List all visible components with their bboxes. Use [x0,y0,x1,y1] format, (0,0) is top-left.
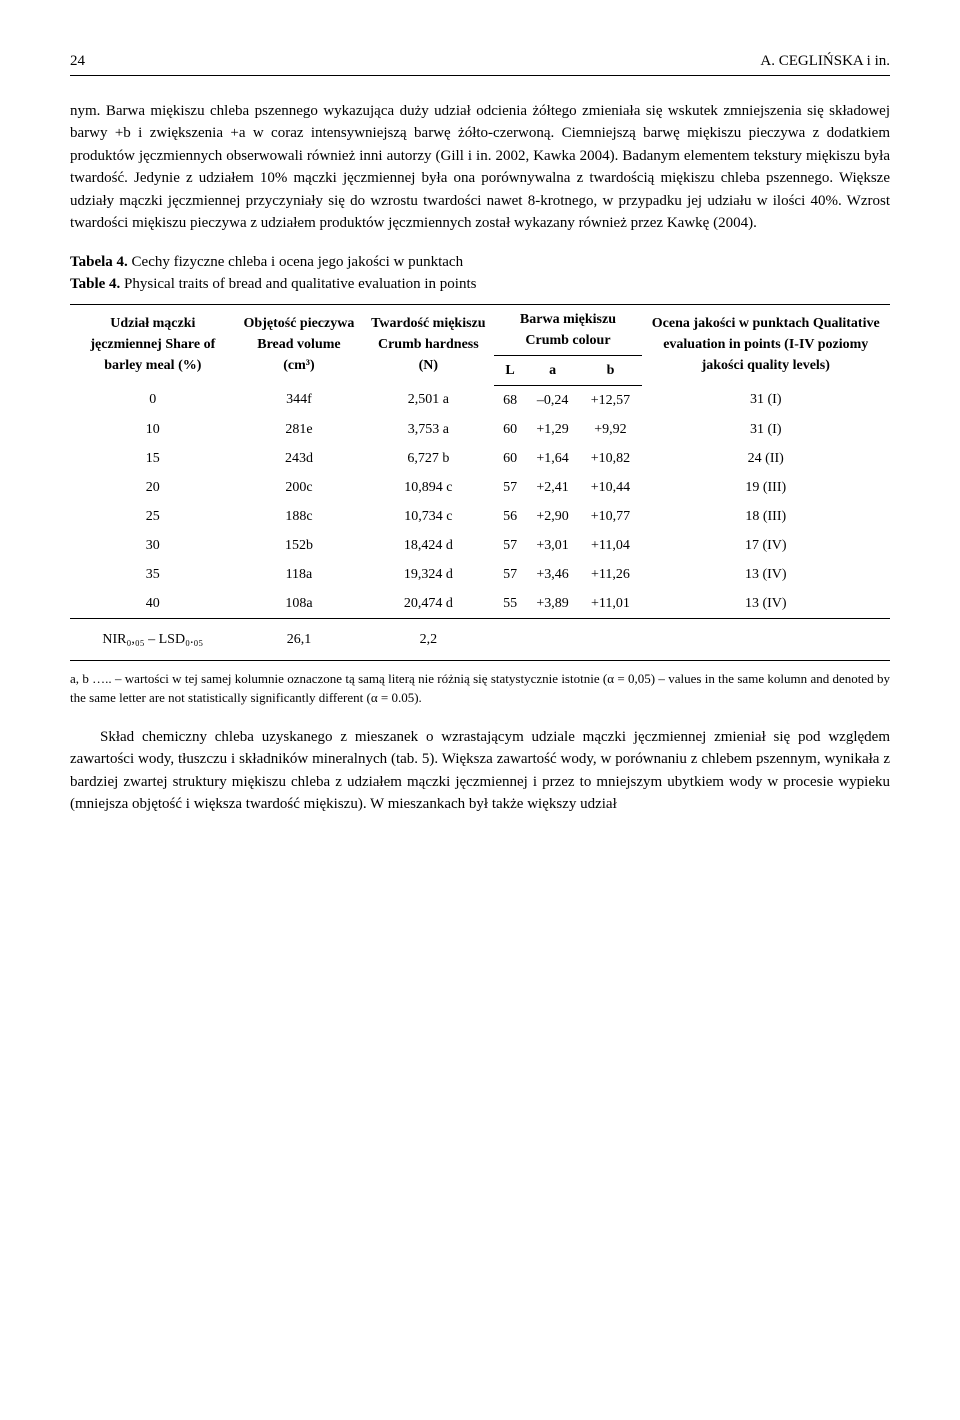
cell: 2,501 a [362,385,494,415]
cell: 60 [494,415,525,444]
cell: 55 [494,589,525,619]
cell: 57 [494,473,525,502]
cell: 188c [236,502,363,531]
cell: 30 [70,531,236,560]
nir-row: NIR₀,₀₅ – LSD₀.₀₅ 26,1 2,2 [70,618,890,660]
cell: 10 [70,415,236,444]
cell: –0,24 [526,385,580,415]
running-title: A. CEGLIŃSKA i in. [760,50,890,73]
caption-en-text: Physical traits of bread and qualitative… [124,276,476,292]
cell: 68 [494,385,525,415]
table-row: 15 243d 6,727 b 60 +1,64 +10,82 24 (II) [70,444,890,473]
table-row: 40 108a 20,474 d 55 +3,89 +11,01 13 (IV) [70,589,890,619]
cell: 40 [70,589,236,619]
col-header-L: L [494,355,525,385]
col-header-a: a [526,355,580,385]
cell: +3,46 [526,560,580,589]
cell: +12,57 [579,385,641,415]
running-header: 24 A. CEGLIŃSKA i in. [70,50,890,76]
page-number: 24 [70,50,85,73]
cell: +1,64 [526,444,580,473]
cell: +10,77 [579,502,641,531]
cell: 25 [70,502,236,531]
col-header-colour-group: Barwa miękiszu Crumb colour [494,304,641,355]
table-row: 30 152b 18,424 d 57 +3,01 +11,04 17 (IV) [70,531,890,560]
col-header-hardness: Twardość miękiszu Crumb hardness (N) [362,304,494,385]
cell: 60 [494,444,525,473]
cell: +2,41 [526,473,580,502]
cell: 10,894 c [362,473,494,502]
cell: 10,734 c [362,502,494,531]
cell: 31 (I) [642,385,890,415]
cell: 118a [236,560,363,589]
col-header-share: Udział mączki jęczmiennej Share of barle… [70,304,236,385]
nir-vol: 26,1 [236,618,363,660]
data-table: Udział mączki jęczmiennej Share of barle… [70,304,890,661]
table-row: 25 188c 10,734 c 56 +2,90 +10,77 18 (III… [70,502,890,531]
cell: 31 (I) [642,415,890,444]
cell: 15 [70,444,236,473]
cell: 152b [236,531,363,560]
table-row: 20 200c 10,894 c 57 +2,41 +10,44 19 (III… [70,473,890,502]
cell: 18,424 d [362,531,494,560]
cell: 6,727 b [362,444,494,473]
paragraph-2: Skład chemiczny chleba uzyskanego z mies… [70,726,890,816]
cell: 57 [494,531,525,560]
cell: 18 (III) [642,502,890,531]
cell: +10,82 [579,444,641,473]
col-header-b: b [579,355,641,385]
cell: 200c [236,473,363,502]
table-row: 0 344f 2,501 a 68 –0,24 +12,57 31 (I) [70,385,890,415]
cell: 56 [494,502,525,531]
cell: +3,89 [526,589,580,619]
caption-en-label: Table 4. [70,276,120,292]
cell: 20,474 d [362,589,494,619]
table-row: 10 281e 3,753 a 60 +1,29 +9,92 31 (I) [70,415,890,444]
cell: +10,44 [579,473,641,502]
cell: 19 (III) [642,473,890,502]
cell: 17 (IV) [642,531,890,560]
cell: 19,324 d [362,560,494,589]
cell: 24 (II) [642,444,890,473]
col-header-volume: Objętość pieczywa Bread volume (cm³) [236,304,363,385]
table-row: 35 118a 19,324 d 57 +3,46 +11,26 13 (IV) [70,560,890,589]
cell: 243d [236,444,363,473]
table-caption: Tabela 4. Cechy fizyczne chleba i ocena … [70,251,890,296]
nir-label: NIR₀,₀₅ – LSD₀.₀₅ [70,618,236,660]
cell: +1,29 [526,415,580,444]
cell: +2,90 [526,502,580,531]
caption-pl-text: Cechy fizyczne chleba i ocena jego jakoś… [132,254,464,270]
caption-pl-label: Tabela 4. [70,254,128,270]
nir-hard: 2,2 [362,618,494,660]
cell: 20 [70,473,236,502]
col-header-score: Ocena jakości w punktach Qualitative eva… [642,304,890,385]
cell: +11,04 [579,531,641,560]
cell: 344f [236,385,363,415]
cell: 35 [70,560,236,589]
paragraph-1: nym. Barwa miękiszu chleba pszennego wyk… [70,100,890,235]
cell: +11,01 [579,589,641,619]
cell: 13 (IV) [642,589,890,619]
cell: 0 [70,385,236,415]
cell: 108a [236,589,363,619]
cell: 281e [236,415,363,444]
table-footnote: a, b ….. – wartości w tej samej kolumnie… [70,669,890,708]
cell: +11,26 [579,560,641,589]
cell: +3,01 [526,531,580,560]
cell: 13 (IV) [642,560,890,589]
cell: +9,92 [579,415,641,444]
cell: 57 [494,560,525,589]
cell: 3,753 a [362,415,494,444]
